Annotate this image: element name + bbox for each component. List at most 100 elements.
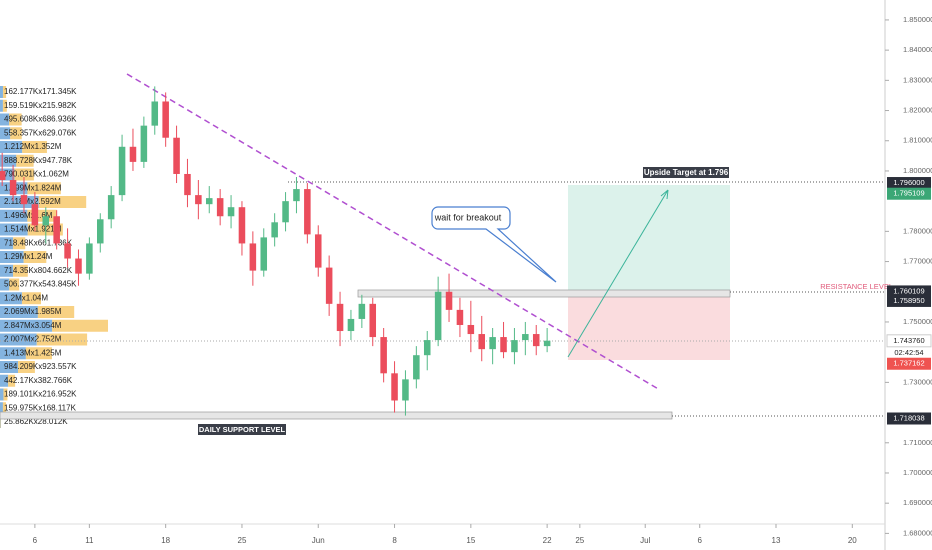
buy-volume [0, 86, 3, 98]
candle-body [184, 173, 191, 196]
sell-volume [2, 402, 7, 415]
x-tick-label: 22 [543, 536, 552, 545]
candle-body [173, 137, 180, 174]
price-label: 1.760109 [893, 286, 924, 295]
y-tick-label: 1.680000 [903, 528, 932, 537]
candle-body [358, 303, 366, 319]
candle-body [456, 309, 464, 325]
candle-body [31, 204, 39, 226]
candle-body [162, 101, 169, 138]
candles [0, 86, 551, 416]
resistance-label: RESISTANCE LEVEL [820, 282, 893, 291]
target-arrow [567, 189, 669, 358]
buy-volume [0, 113, 10, 126]
x-tick-label: 20 [848, 536, 857, 545]
volume-label: 2.118Mx2.592M [4, 197, 61, 206]
sell-volume [3, 388, 8, 401]
volume-label: 159.519Kx215.982K [4, 101, 77, 110]
volume-label: 2.847Mx3.054M [4, 321, 62, 330]
volume-label: 162.177Kx171.345K [4, 87, 77, 96]
candle-body [107, 195, 115, 220]
candle-body [391, 373, 398, 401]
buy-volume [0, 99, 3, 112]
candle-body [249, 243, 257, 271]
sell-volume [2, 99, 7, 112]
price-label: 1.743760 [893, 336, 924, 345]
sell-volume [38, 196, 87, 208]
candle-body [129, 146, 137, 162]
sell-volume [13, 264, 28, 277]
buy-volume [0, 141, 23, 153]
volume-label: 718.48Kx661.736K [4, 238, 73, 247]
x-tick-label: 6 [697, 536, 702, 545]
price-label-bg [887, 294, 931, 307]
candle-body [151, 101, 159, 126]
volume-label: 159.975Kx168.117K [4, 403, 77, 412]
sell-volume [14, 168, 34, 181]
price-label: 1.796000 [893, 178, 924, 187]
candle-body [369, 303, 377, 338]
buy-volume [0, 127, 11, 140]
sell-volume [23, 251, 47, 263]
price-label-bg [887, 412, 931, 425]
volume-label: 1.499Mx1.824M [4, 183, 62, 192]
candle-body [402, 379, 409, 401]
candle-body [140, 125, 148, 162]
candle-body [336, 303, 344, 332]
candle-body [434, 291, 442, 341]
price-label: 1.737162 [893, 359, 924, 368]
volume-label: 1.212Mx1.352M [4, 142, 62, 151]
volume-label: 790.031Kx1.062M [4, 170, 69, 179]
x-tick-label: 18 [161, 536, 170, 545]
volume-label: 1.496Mx1.6M [4, 211, 53, 220]
axes: 1.850000 1.840000 1.830000 1.820000 1.810000… [33, 15, 932, 545]
support-label-bg [198, 424, 286, 435]
candle-body [489, 337, 496, 350]
candle-body [20, 195, 28, 205]
candle-body [9, 180, 17, 196]
volume-label: 1.413Mx1.425M [4, 348, 62, 357]
volume-label: 189.101Kx216.952K [4, 390, 77, 399]
volume-label: 714.35Kx804.662K [4, 266, 73, 275]
candle-body [478, 334, 486, 350]
candle-body [380, 337, 387, 374]
y-tick-label: 1.750000 [903, 317, 932, 326]
x-tick-label: 25 [238, 536, 247, 545]
candle-body [445, 291, 453, 310]
sell-volume [21, 292, 41, 305]
sell-volume [8, 374, 16, 387]
candle-body [42, 216, 50, 226]
volume-label: 1.514Mx1.921M [4, 225, 62, 234]
candle-body [97, 219, 104, 244]
x-tick-label: Jul [640, 536, 650, 545]
candle-body [347, 318, 355, 332]
sell-volume [16, 154, 34, 167]
sell-volume [25, 347, 52, 360]
sell-volume [37, 306, 75, 318]
sell-volume [9, 278, 20, 291]
price-label-bg [887, 285, 931, 298]
y-tick-label: 1.820000 [903, 106, 932, 115]
candle-body [314, 234, 322, 268]
buy-volume [0, 374, 9, 387]
candle-body [500, 337, 507, 353]
y-tick-label: 1.690000 [903, 498, 932, 507]
sell-volume [0, 416, 1, 428]
candle-body [216, 198, 224, 217]
candle-body [0, 170, 6, 181]
candle-body [423, 340, 431, 356]
buy-volume [0, 292, 22, 305]
candle-body [304, 189, 311, 235]
sell-volume [9, 113, 22, 126]
volume-label: 984.209Kx923.557K [4, 362, 77, 371]
price-label-bg [887, 177, 931, 190]
volume-label: 558.357Kx629.076K [4, 128, 77, 137]
sell-volume [52, 319, 108, 332]
x-tick-label: 15 [466, 536, 475, 545]
stop-zone [568, 291, 730, 360]
candle-body [238, 207, 246, 244]
sell-volume [18, 361, 35, 373]
buy-volume [0, 196, 39, 208]
resistance-box [357, 289, 731, 298]
volume-label: 495.608Kx686.936K [4, 115, 77, 124]
